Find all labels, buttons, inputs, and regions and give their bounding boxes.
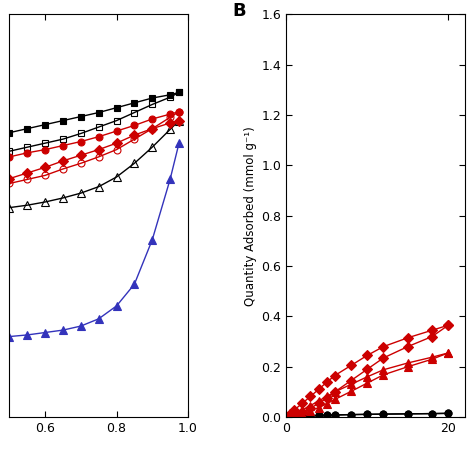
Text: B: B bbox=[233, 2, 246, 20]
Y-axis label: Quantity Adsorbed (mmol g⁻¹): Quantity Adsorbed (mmol g⁻¹) bbox=[244, 126, 257, 306]
